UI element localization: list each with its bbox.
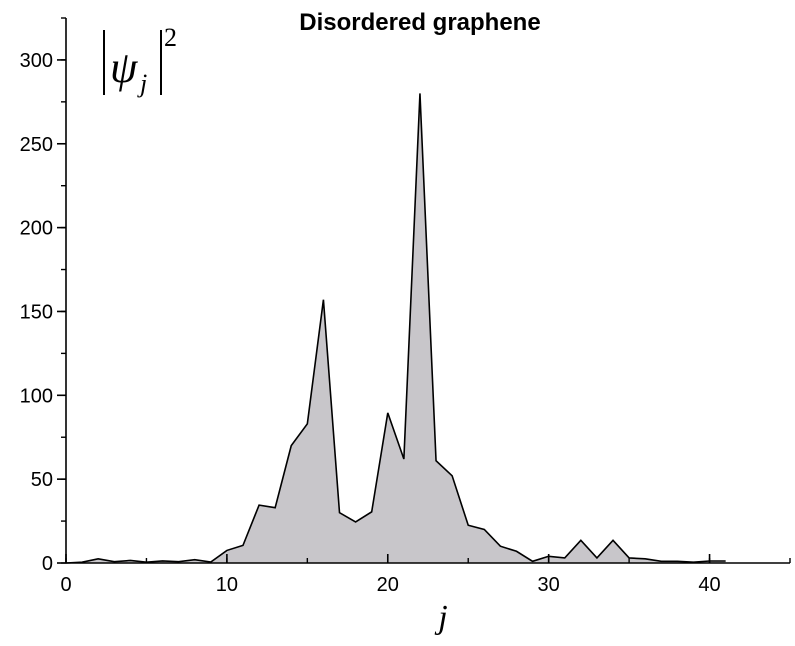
y-tick-label: 0 xyxy=(42,553,53,575)
x-tick-label: 30 xyxy=(538,574,560,596)
y-tick-label: 100 xyxy=(20,385,53,407)
x-tick-label: 40 xyxy=(698,574,720,596)
y-axis-label-exponent: 2 xyxy=(164,23,177,52)
y-axis-label: ψ j 2 xyxy=(103,23,177,98)
y-tick-label: 50 xyxy=(31,469,53,491)
y-tick-label: 300 xyxy=(20,50,53,72)
y-tick-label: 150 xyxy=(20,301,53,323)
x-tick-label: 20 xyxy=(377,574,399,596)
y-tick-label: 250 xyxy=(20,134,53,156)
x-axis-label: j xyxy=(434,599,447,636)
x-tick-label: 0 xyxy=(60,574,71,596)
y-axis-label-symbol: ψ xyxy=(110,43,138,92)
y-axis-label-subscript: j xyxy=(137,69,147,98)
y-tick-label: 200 xyxy=(20,218,53,240)
chart-title: Disordered graphene xyxy=(299,9,540,36)
plot-area: 0 10 20 30 40 0 50 100 150 200 250 300 xyxy=(20,17,791,596)
series-line-0 xyxy=(65,93,726,564)
x-tick-label: 10 xyxy=(216,574,238,596)
series-area-0 xyxy=(66,93,726,563)
